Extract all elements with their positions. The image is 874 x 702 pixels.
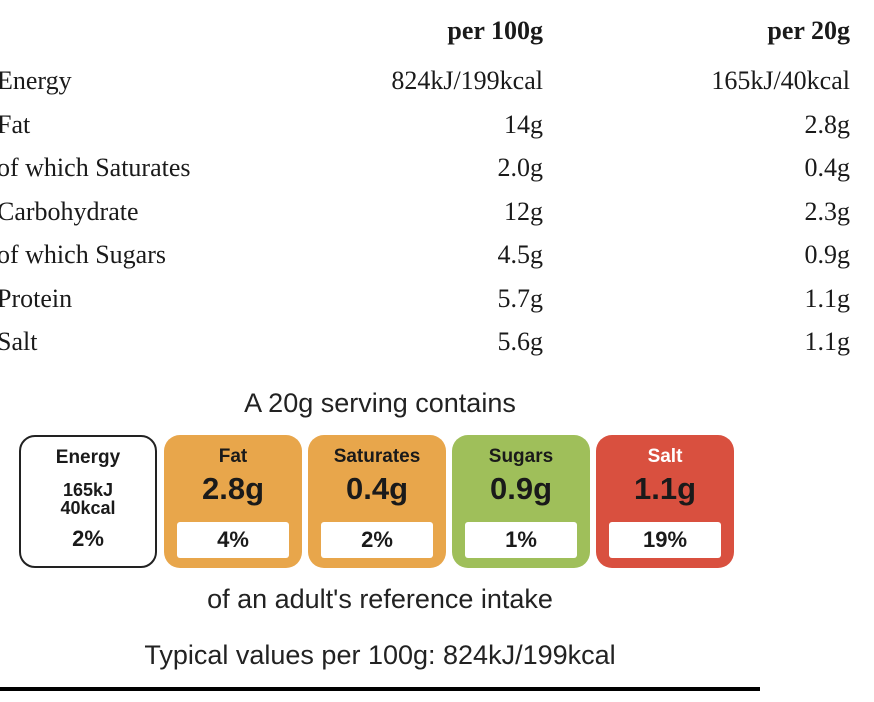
saturates-value: 0.4g: [345, 471, 409, 506]
table-row: Protein 5.7g 1.1g: [0, 280, 874, 324]
energy-title: Energy: [55, 447, 121, 468]
row-per-100g: 4.5g: [497, 240, 544, 269]
nutrition-table: per 100g per 20g Energy 824kJ/199kcal 16…: [0, 12, 874, 367]
row-per-serving: 165kJ/40kcal: [711, 66, 850, 95]
row-per-100g: 14g: [504, 109, 543, 139]
row-per-100g: 5.7g: [497, 283, 544, 313]
row-per-serving: 1.1g: [804, 327, 851, 356]
row-label: Energy: [0, 66, 72, 95]
table-header-row: per 100g per 20g: [0, 12, 874, 62]
fat-percent: 4%: [177, 522, 289, 558]
sugars-title: Sugars: [488, 446, 554, 467]
saturates-title: Saturates: [333, 446, 421, 467]
reference-intake-note: of an adult's reference intake: [207, 584, 553, 614]
row-per-serving: 2.8g: [804, 109, 851, 139]
row-per-serving: 0.9g: [804, 240, 851, 269]
salt-tile: Salt 1.1g 19%: [596, 435, 734, 568]
serving-heading: A 20g serving contains: [244, 388, 516, 418]
row-label: Protein: [0, 283, 73, 313]
row-per-100g: 5.6g: [497, 327, 544, 356]
header-per-serving: per 20g: [767, 16, 850, 45]
salt-title: Salt: [647, 446, 683, 467]
table-row: Fat 14g 2.8g: [0, 106, 874, 150]
table-row: of which Saturates 2.0g 0.4g: [0, 149, 874, 193]
row-label: of which Sugars: [0, 240, 166, 269]
row-per-serving: 1.1g: [804, 283, 851, 313]
energy-tile: Energy 165kJ 40kcal 2%: [19, 435, 157, 568]
salt-percent: 19%: [609, 522, 721, 558]
typical-values: Typical values per 100g: 824kJ/199kcal: [144, 640, 616, 670]
salt-value: 1.1g: [633, 471, 697, 506]
sugars-value: 0.9g: [489, 471, 553, 506]
energy-percent: 2%: [72, 526, 104, 551]
energy-kcal: 40kcal: [60, 498, 116, 518]
bottom-divider: [0, 687, 760, 691]
saturates-tile: Saturates 0.4g 2%: [308, 435, 446, 568]
table-row: Energy 824kJ/199kcal 165kJ/40kcal: [0, 62, 874, 106]
fat-value: 2.8g: [201, 471, 265, 506]
row-per-100g: 12g: [504, 196, 543, 226]
saturates-percent: 2%: [321, 522, 433, 558]
energy-kj: 165kJ: [62, 480, 114, 500]
row-label: of which Saturates: [0, 153, 191, 182]
row-label: Carbohydrate: [0, 196, 139, 226]
fat-title: Fat: [218, 446, 248, 467]
row-per-100g: 2.0g: [497, 153, 544, 182]
row-label: Fat: [0, 109, 31, 139]
sugars-percent: 1%: [465, 522, 577, 558]
table-row: Salt 5.6g 1.1g: [0, 323, 874, 367]
row-per-serving: 0.4g: [804, 153, 851, 182]
row-per-serving: 2.3g: [804, 196, 851, 226]
table-row: of which Sugars 4.5g 0.9g: [0, 236, 874, 280]
header-per-100g: per 100g: [447, 16, 543, 45]
sugars-tile: Sugars 0.9g 1%: [452, 435, 590, 568]
row-label: Salt: [0, 327, 38, 356]
table-row: Carbohydrate 12g 2.3g: [0, 193, 874, 237]
fat-tile: Fat 2.8g 4%: [164, 435, 302, 568]
row-per-100g: 824kJ/199kcal: [391, 66, 543, 95]
